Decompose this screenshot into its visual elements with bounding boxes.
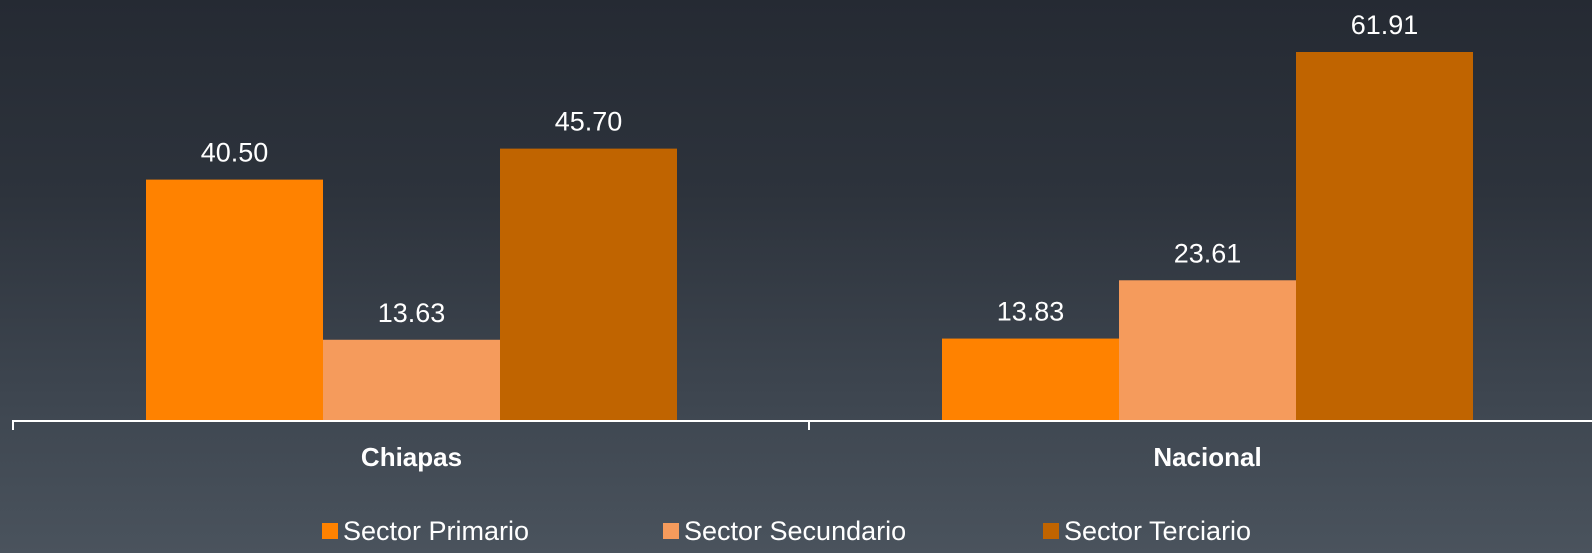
value-label-chiapas-series-2: 13.63	[378, 298, 446, 328]
category-label-nacional: Nacional	[1153, 442, 1261, 472]
bar-chiapas-series-3	[500, 148, 677, 421]
bar-nacional-series-3	[1296, 52, 1473, 421]
legend-swatch-sector-terciario	[1043, 523, 1059, 539]
value-label-nacional-series-3: 61.91	[1351, 10, 1419, 40]
bar-chiapas-series-2	[323, 339, 500, 421]
legend-label-sector-primario: Sector Primario	[343, 516, 530, 546]
legend-item-sector-secundario: Sector Secundario	[663, 516, 906, 546]
value-label-chiapas-series-1: 40.50	[201, 138, 269, 168]
legend-swatch-sector-primario	[322, 523, 338, 539]
x-axis: Chiapas Nacional	[12, 420, 1592, 472]
bar-chiapas-series-1	[146, 179, 323, 421]
value-label-nacional-series-1: 13.83	[997, 297, 1065, 327]
bar-nacional-series-2	[1119, 280, 1296, 421]
legend-label-sector-secundario: Sector Secundario	[684, 516, 907, 546]
value-label-nacional-series-2: 23.61	[1174, 238, 1242, 268]
bars-group	[146, 52, 1473, 421]
legend-item-sector-terciario: Sector Terciario	[1043, 516, 1251, 546]
legend: Sector Primario Sector Secundario Sector…	[0, 516, 1592, 550]
category-label-chiapas: Chiapas	[361, 442, 462, 472]
legend-label-sector-terciario: Sector Terciario	[1064, 516, 1252, 546]
bar-nacional-series-1	[942, 338, 1119, 421]
legend-item-sector-primario: Sector Primario	[322, 516, 529, 546]
value-label-chiapas-series-3: 45.70	[555, 107, 623, 137]
value-labels-group: 40.50 13.63 45.70 13.83 23.61 61.91	[201, 10, 1419, 328]
legend-swatch-sector-secundario	[663, 523, 679, 539]
